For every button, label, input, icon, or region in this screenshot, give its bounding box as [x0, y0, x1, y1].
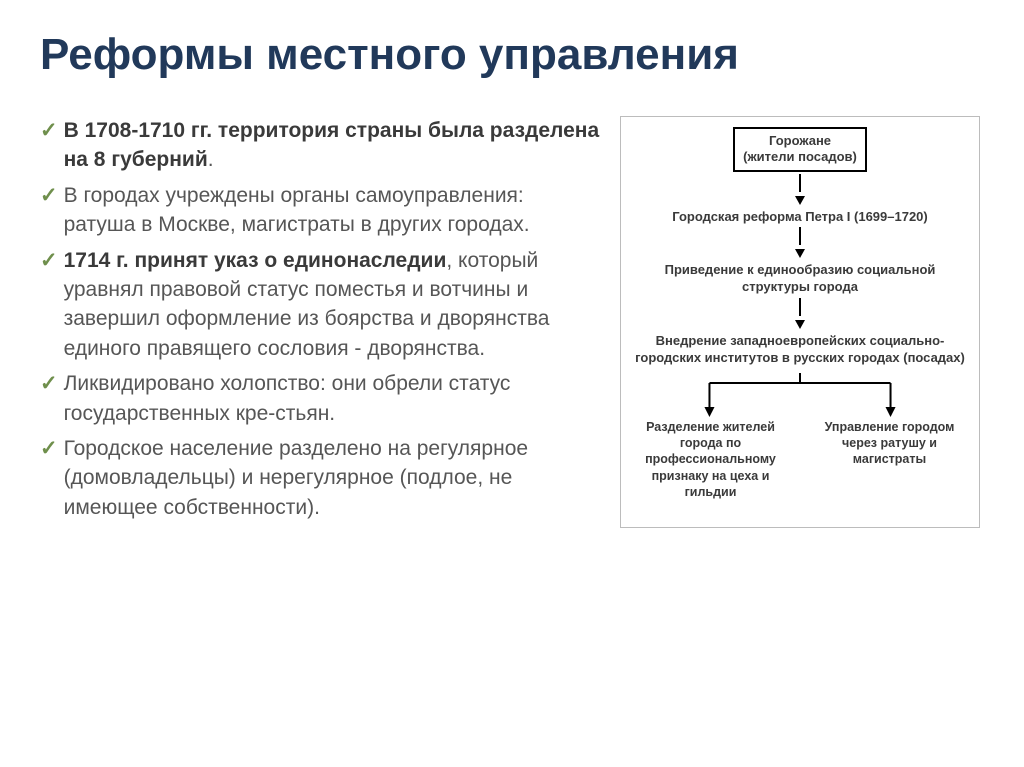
slide-title: Реформы местного управления: [40, 30, 984, 80]
flowchart-split: [629, 373, 971, 417]
bullet-item: ✓ 1714 г. принят указ о единонаследии, к…: [40, 246, 600, 364]
check-icon: ✓: [40, 434, 58, 522]
bullet-item: ✓ Городское население разделено на регул…: [40, 434, 600, 522]
flowchart-top-box: Горожане (жители посадов): [733, 127, 867, 172]
flowchart-leaf-left: Разделение жителей города по профессиона…: [631, 419, 791, 500]
flowchart-node: Внедрение западноевропейских социально-г…: [635, 333, 965, 367]
arrow-down-icon: [795, 320, 805, 329]
bullet-text: Городское население разделено на регуляр…: [64, 434, 600, 522]
flowchart-bottom-row: Разделение жителей города по профессиона…: [629, 419, 971, 500]
bullet-bold: В 1708-1710 гг. территория страны была р…: [64, 119, 600, 171]
bullet-text: 1714 г. принят указ о единонаследии, кот…: [64, 246, 600, 364]
box-line1: Горожане: [769, 133, 831, 148]
bullet-rest: .: [208, 148, 214, 171]
check-icon: ✓: [40, 246, 58, 364]
bullet-text: Ликвидировано холопство: они обрели стат…: [64, 369, 600, 428]
arrow-down-icon: [795, 249, 805, 258]
check-icon: ✓: [40, 116, 58, 175]
bullet-item: ✓ Ликвидировано холопство: они обрели ст…: [40, 369, 600, 428]
flowchart: Горожане (жители посадов) Городская рефо…: [620, 116, 980, 528]
arrow-down-icon: [795, 196, 805, 205]
check-icon: ✓: [40, 369, 58, 428]
content-row: ✓ В 1708-1710 гг. территория страны была…: [40, 116, 984, 528]
arrow-stem: [799, 298, 801, 316]
check-icon: ✓: [40, 181, 58, 240]
arrow-stem: [799, 227, 801, 245]
flowchart-leaf-right: Управление городом через ратушу и магист…: [810, 419, 970, 500]
box-line2: (жители посадов): [743, 149, 857, 164]
flowchart-node: Приведение к единообразию социальной стр…: [635, 262, 965, 296]
bullet-item: ✓ В 1708-1710 гг. территория страны была…: [40, 116, 600, 175]
bullet-item: ✓ В городах учреждены органы самоуправле…: [40, 181, 600, 240]
bullet-bold: 1714 г. принят указ о единонаследии: [64, 249, 447, 272]
flowchart-node: Городская реформа Петра I (1699–1720): [635, 209, 965, 226]
bullet-text: В 1708-1710 гг. территория страны была р…: [64, 116, 600, 175]
bullet-list: ✓ В 1708-1710 гг. территория страны была…: [40, 116, 600, 528]
bullet-text: В городах учреждены органы самоуправлени…: [64, 181, 600, 240]
arrow-stem: [799, 174, 801, 192]
